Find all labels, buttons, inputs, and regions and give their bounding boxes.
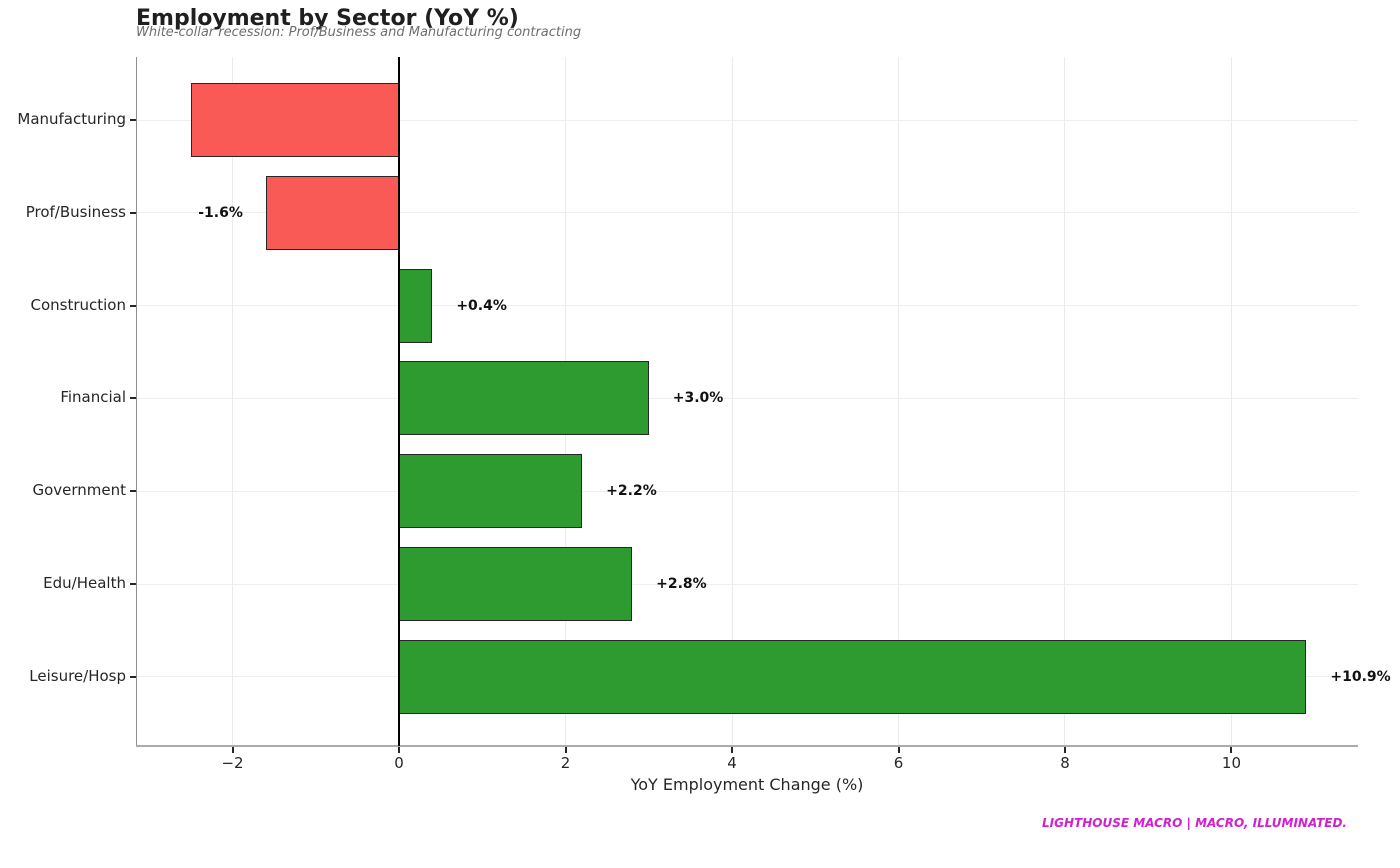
x-tick-mark: [731, 747, 734, 753]
y-axis-label-construction: Construction: [30, 295, 126, 314]
gridline-horizontal: [136, 119, 1358, 121]
y-axis-label-manufacturing: Manufacturing: [17, 110, 126, 128]
zero-reference-line: [398, 57, 401, 746]
y-axis-label-edu-health: Edu/Health: [43, 574, 126, 593]
bar-value-label: +0.4%: [456, 297, 507, 314]
bar-value-label: +2.2%: [606, 483, 657, 500]
x-tick-label: 10: [1221, 754, 1242, 772]
y-tick-mark: [130, 211, 136, 214]
x-tick-label: −2: [221, 754, 244, 772]
x-tick-mark: [231, 747, 234, 753]
chart-subtitle: White-collar recession: Prof/Business an…: [136, 25, 582, 40]
plot-area: -1.6% +0.4% +3.0% +2.2% +2.8% +10.9% Manufactu…: [17, 57, 1391, 772]
gridline-horizontal: [136, 305, 1358, 307]
y-tick-mark: [130, 675, 136, 678]
y-tick-mark: [130, 304, 136, 307]
bar-value-label: +3.0%: [672, 390, 724, 407]
y-axis-label-prof-business: Prof/Business: [25, 202, 126, 221]
bar-manufacturing: [190, 83, 400, 157]
x-tick-mark: [398, 747, 401, 753]
y-tick-mark: [130, 397, 136, 400]
y-tick-mark: [130, 490, 136, 493]
y-axis-label-leisure-hosp: Leisure/Hosp: [29, 666, 126, 685]
gridline-horizontal: [136, 490, 1358, 492]
x-tick-label: 4: [727, 754, 737, 772]
x-axis-title: YoY Employment Change (%): [630, 775, 864, 794]
bar-value-label: -1.6%: [198, 204, 243, 221]
gridline-vertical: [898, 57, 899, 746]
gridline-vertical: [232, 57, 234, 746]
y-axis-label-financial: Financial: [60, 388, 126, 407]
y-axis-spine: [136, 57, 137, 746]
y-tick-mark: [130, 119, 136, 121]
bar-government: [399, 454, 583, 529]
bar-leisure-hosp: [399, 639, 1307, 714]
brand-watermark: LIGHTHOUSE MACRO | MACRO, ILLUMINATED.: [1042, 816, 1347, 830]
x-tick-label: 8: [1060, 754, 1070, 772]
bar-financial: [399, 361, 649, 436]
x-tick-label: 6: [893, 754, 904, 772]
y-axis-label-government: Government: [32, 481, 126, 500]
chart-title: Employment by Sector (YoY %): [136, 6, 519, 31]
gridline-horizontal: [136, 583, 1358, 585]
gridline-vertical: [1230, 57, 1232, 746]
x-tick-mark: [1063, 747, 1066, 753]
x-tick-mark: [564, 747, 567, 753]
x-tick-mark: [897, 747, 900, 753]
bar-edu-health: [399, 547, 633, 622]
gridline-horizontal: [136, 397, 1358, 399]
x-tick-label: 0: [394, 754, 404, 772]
gridline-vertical: [1064, 57, 1066, 746]
gridline-horizontal: [136, 212, 1358, 214]
x-tick-mark: [1230, 747, 1233, 753]
bar-value-label: +10.9%: [1330, 668, 1391, 685]
y-tick-mark: [130, 583, 136, 586]
gridline-vertical: [731, 57, 733, 746]
bar-prof-business: [265, 175, 400, 250]
x-axis-spine: [136, 745, 1358, 747]
bar-value-label: +2.8%: [656, 576, 707, 593]
x-tick-label: 2: [560, 754, 571, 772]
bar-construction: [399, 268, 433, 343]
